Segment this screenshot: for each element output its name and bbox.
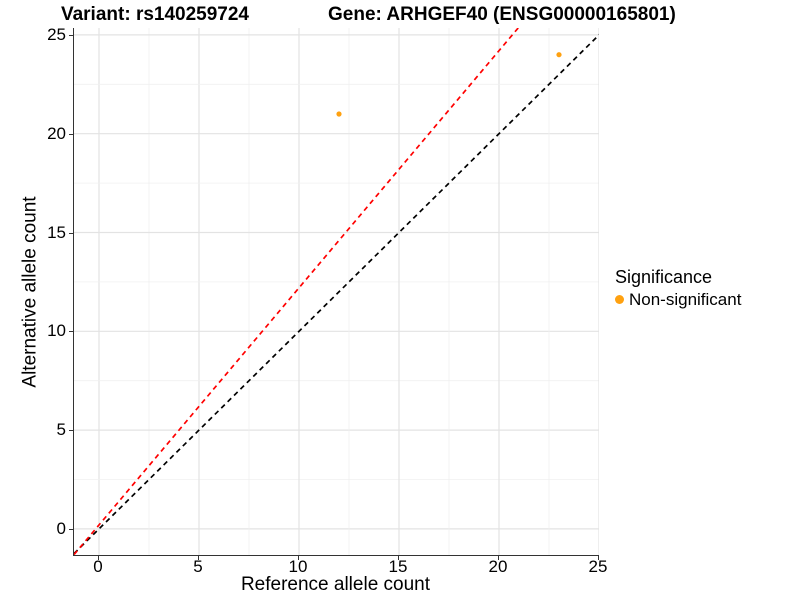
plot-title-gene: Gene: ARHGEF40 (ENSG00000165801): [328, 4, 676, 25]
legend-items: Non-significant: [615, 289, 795, 310]
y-tick-label: 15: [47, 222, 66, 242]
data-point: [556, 52, 562, 58]
x-tick-mark: [98, 556, 99, 560]
x-tick-label: 0: [93, 557, 103, 576]
y-tick-label: 25: [47, 24, 66, 44]
x-tick-mark: [498, 556, 499, 560]
identity-line: [74, 33, 599, 555]
y-tick-label: 0: [56, 518, 66, 538]
y-tick-mark: [69, 430, 73, 432]
y-tick-label: 20: [47, 123, 66, 143]
x-tick-label: 5: [193, 557, 203, 576]
legend-item-label: Non-significant: [629, 290, 742, 309]
y-tick-mark: [69, 528, 73, 530]
y-tick-label: 5: [56, 420, 66, 440]
y-axis-label: Alternative allele count: [19, 196, 41, 388]
y-tick-label: 10: [47, 321, 66, 341]
x-axis-label: Reference allele count: [240, 574, 431, 595]
legend-title: Significance: [615, 267, 713, 287]
x-tick-label: 20: [488, 557, 508, 576]
plot-panel: [73, 28, 599, 556]
plot-title-variant: Variant: rs140259724: [60, 4, 250, 25]
x-tick-label: 25: [588, 557, 608, 576]
y-tick-mark: [69, 331, 73, 333]
fitted-line: [74, 28, 520, 555]
x-tick-mark: [298, 556, 299, 560]
plot-canvas: [74, 28, 599, 555]
y-tick-mark: [69, 232, 73, 234]
x-tick-label: 10: [288, 557, 308, 576]
y-tick-mark: [69, 133, 73, 135]
legend: Significance Non-significant: [615, 266, 795, 310]
legend-item: Non-significant: [615, 289, 795, 310]
x-tick-mark: [198, 556, 199, 560]
x-tick-label: 15: [388, 557, 408, 576]
legend-key-dot-icon: [615, 295, 624, 304]
x-tick-mark: [398, 556, 399, 560]
x-tick-mark: [598, 556, 599, 560]
data-point: [336, 111, 342, 117]
y-tick-mark: [69, 34, 73, 36]
